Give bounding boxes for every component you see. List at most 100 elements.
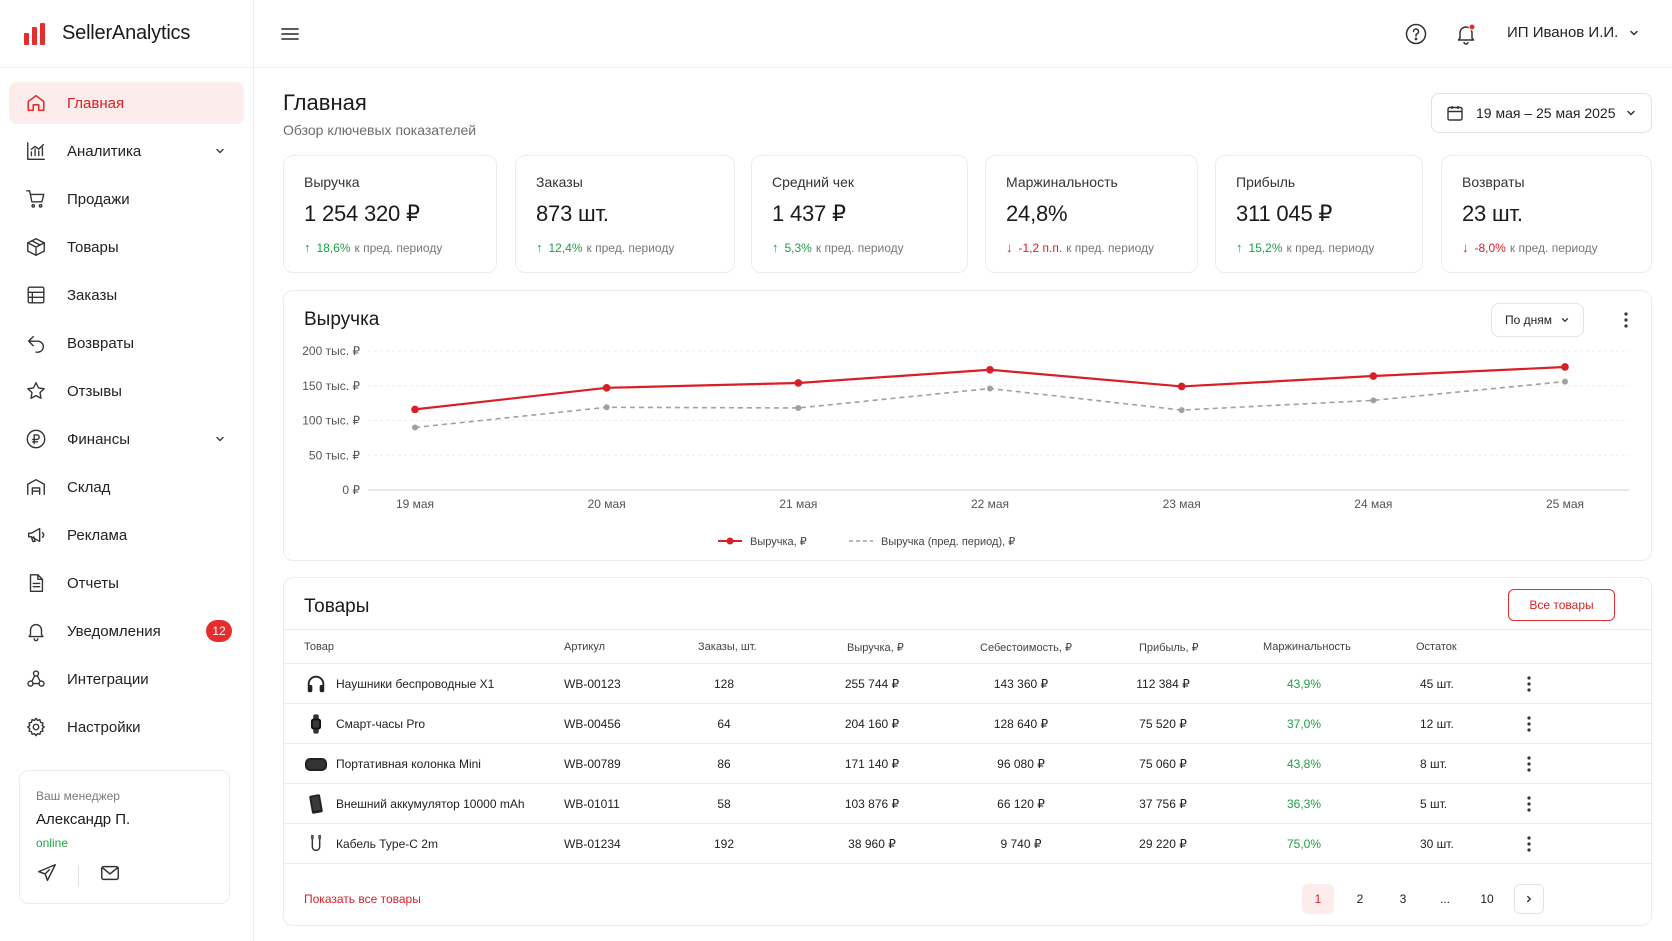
smartwatch-icon: [304, 712, 328, 736]
kpi-delta: ↑ 12,4% к пред. периоду: [536, 240, 714, 255]
sidebar-item-ruble[interactable]: Финансы: [9, 418, 244, 460]
table-row[interactable]: Наушники беспроводные X1 WB-00123 128 255 7…: [284, 664, 1651, 704]
sidebar-item-star[interactable]: Отзывы: [9, 370, 244, 412]
sidebar-item-label: Главная: [67, 94, 125, 112]
show-all-products-link[interactable]: Показать все товары: [304, 892, 421, 906]
cable-icon: [304, 832, 328, 856]
sidebar-item-label: Отзывы: [67, 382, 122, 400]
cell-orders: 86: [717, 757, 731, 771]
chart-more-icon[interactable]: [1616, 310, 1636, 330]
column-header[interactable]: Артикул: [564, 641, 606, 653]
pagination-page[interactable]: 3: [1399, 892, 1407, 906]
column-header[interactable]: Прибыль, ₽: [1139, 642, 1199, 654]
sidebar-item-label: Склад: [67, 478, 111, 496]
kpi-card: Маржинальность 24,8% ↓ -1,2 п.п. к пред.…: [985, 155, 1198, 273]
kpi-delta-suffix: к пред. периоду: [354, 240, 443, 255]
sidebar-item-label: Интеграции: [67, 670, 149, 688]
kpi-delta-value: 18,6%: [316, 240, 351, 255]
calendar-icon: [1447, 106, 1463, 121]
megaphone-icon: [25, 524, 47, 546]
user-menu[interactable]: ИП Иванов И.И.: [1507, 24, 1640, 41]
ruble-icon: [25, 428, 47, 450]
sidebar-item-cart[interactable]: Продажи: [9, 178, 244, 220]
cell-name: Наушники беспроводные X1: [336, 677, 495, 691]
pagination-next-icon[interactable]: [1514, 884, 1544, 914]
column-header[interactable]: Себестоимость, ₽: [980, 642, 1072, 654]
pagination-page[interactable]: 1: [1302, 884, 1334, 914]
sidebar-item-document[interactable]: Отчеты: [9, 562, 244, 604]
table-row[interactable]: Смарт-часы Pro WB-00456 64 204 160 ₽ 128 640…: [284, 704, 1651, 744]
cell-stock: 30 шт.: [1420, 837, 1454, 851]
cell-margin: 43,9%: [1286, 677, 1322, 691]
kpi-label: Возвраты: [1462, 174, 1525, 190]
column-header[interactable]: Маржинальность: [1263, 641, 1351, 653]
page-subtitle: Обзор ключевых показателей: [283, 122, 477, 138]
sidebar-item-return[interactable]: Возвраты: [9, 322, 244, 364]
sidebar-item-label: Аналитика: [67, 142, 142, 160]
brand[interactable]: SellerAnalytics: [0, 0, 253, 68]
cart-icon: [25, 188, 47, 210]
table-row[interactable]: Портативная колонка Mini WB-00789 86 171 14…: [284, 744, 1651, 784]
sidebar-item-label: Заказы: [67, 286, 118, 304]
row-more-icon[interactable]: [1519, 714, 1539, 734]
arrow-up-icon: ↑: [1236, 240, 1243, 255]
table-row[interactable]: Внешний аккумулятор 10000 mAh WB-01011 58 1…: [284, 784, 1651, 824]
sidebar-item-home[interactable]: Главная: [9, 82, 244, 124]
table-row[interactable]: Кабель Type-C 2m WB-01234 192 38 960 ₽ 9 740…: [284, 824, 1651, 864]
sidebar-item-list[interactable]: Заказы: [9, 274, 244, 316]
row-more-icon[interactable]: [1519, 754, 1539, 774]
column-header[interactable]: Товар: [304, 641, 334, 653]
sidebar-item-box[interactable]: Товары: [9, 226, 244, 268]
cell-sku: WB-00789: [564, 757, 621, 771]
pagination-page[interactable]: 2: [1356, 892, 1364, 906]
cell-cost: 96 080 ₽: [997, 757, 1045, 771]
manager-caption: Ваш менеджер: [36, 789, 120, 803]
column-header[interactable]: Заказы, шт.: [698, 641, 757, 653]
arrow-up-icon: ↑: [304, 240, 311, 255]
row-more-icon[interactable]: [1519, 674, 1539, 694]
all-products-button[interactable]: Все товары: [1508, 589, 1615, 621]
cell-name: Портативная колонка Mini: [336, 757, 481, 771]
data-point: [794, 379, 803, 387]
sidebar-item-bell[interactable]: Уведомления 12: [9, 610, 244, 652]
kpi-delta-suffix: к пред. периоду: [815, 240, 904, 255]
logo-icon: [24, 22, 46, 45]
telegram-icon[interactable]: [36, 862, 58, 889]
chevron-down-icon: [214, 432, 226, 444]
page-title: Главная: [283, 90, 367, 115]
cell-stock: 12 шт.: [1420, 717, 1454, 731]
column-header[interactable]: Остаток: [1416, 641, 1457, 653]
kpi-delta: ↑ 18,6% к пред. периоду: [304, 240, 476, 255]
sidebar: SellerAnalytics Главная Аналитика Продажи Т…: [0, 0, 254, 941]
user-name: ИП Иванов И.И.: [1507, 24, 1619, 41]
row-more-icon[interactable]: [1519, 794, 1539, 814]
menu-icon[interactable]: [280, 24, 300, 44]
data-point: [603, 404, 610, 411]
help-icon[interactable]: [1404, 22, 1428, 51]
period-select[interactable]: По дням: [1491, 303, 1584, 337]
column-header[interactable]: Выручка, ₽: [847, 642, 904, 654]
cell-cost: 128 640 ₽: [993, 717, 1049, 731]
integrations-icon: [25, 668, 47, 690]
manager-name: Александр П.: [36, 811, 131, 828]
cell-stock: 5 шт.: [1420, 797, 1448, 811]
notifications-bell-icon[interactable]: [1454, 22, 1478, 51]
sidebar-item-gear[interactable]: Настройки: [9, 706, 244, 748]
arrow-down-icon: ↓: [1462, 240, 1469, 255]
data-point: [986, 365, 994, 374]
sidebar-item-integrations[interactable]: Интеграции: [9, 658, 244, 700]
powerbank-icon: [304, 792, 328, 816]
sidebar-item-megaphone[interactable]: Реклама: [9, 514, 244, 556]
cell-revenue: 103 876 ₽: [844, 797, 900, 811]
pagination-page[interactable]: 10: [1480, 892, 1494, 906]
sidebar-item-warehouse[interactable]: Склад: [9, 466, 244, 508]
cell-name: Смарт-часы Pro: [336, 717, 426, 731]
date-range-picker[interactable]: 19 мая – 25 мая 2025: [1431, 93, 1652, 133]
row-more-icon[interactable]: [1519, 834, 1539, 854]
manager-card: Ваш менеджер Александр П. online: [19, 770, 230, 904]
sidebar-item-chart[interactable]: Аналитика: [9, 130, 244, 172]
mail-icon[interactable]: [99, 862, 121, 889]
bell-icon: [25, 620, 47, 642]
kpi-label: Прибыль: [1236, 174, 1296, 190]
kpi-label: Маржинальность: [1006, 174, 1118, 190]
